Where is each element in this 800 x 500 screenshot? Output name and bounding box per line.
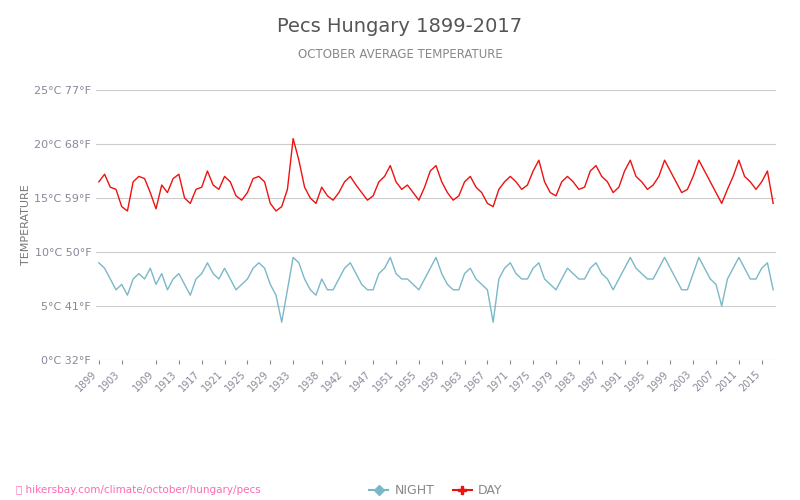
- Y-axis label: TEMPERATURE: TEMPERATURE: [21, 184, 31, 266]
- Text: OCTOBER AVERAGE TEMPERATURE: OCTOBER AVERAGE TEMPERATURE: [298, 48, 502, 60]
- Legend: NIGHT, DAY: NIGHT, DAY: [365, 479, 507, 500]
- Text: 📍 hikersbay.com/climate/october/hungary/pecs: 📍 hikersbay.com/climate/october/hungary/…: [16, 485, 261, 495]
- Text: Pecs Hungary 1899-2017: Pecs Hungary 1899-2017: [278, 18, 522, 36]
